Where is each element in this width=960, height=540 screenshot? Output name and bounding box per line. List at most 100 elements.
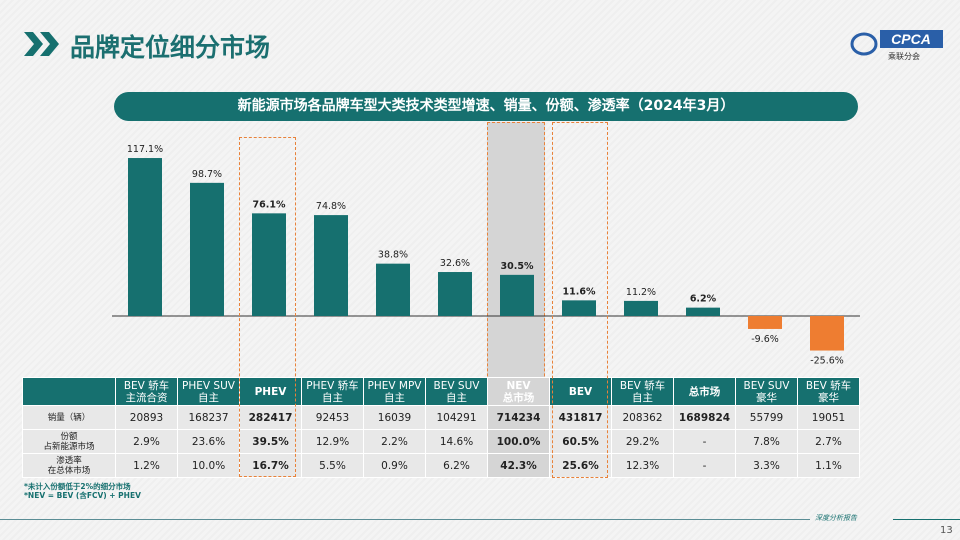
- table-cell: 16039: [363, 405, 426, 430]
- label-line: 占新能源市场: [43, 441, 95, 452]
- table-cell: 1689824: [673, 405, 736, 430]
- data-label: 11.2%: [626, 287, 656, 298]
- table-cell: 5.5%: [301, 453, 364, 478]
- table-cell: 39.5%: [239, 429, 302, 454]
- header-line: BEV 轿车: [805, 379, 852, 392]
- bar: [748, 316, 782, 329]
- header-line: 自主: [446, 391, 467, 404]
- bar: [252, 213, 286, 316]
- table-cell: 19051: [797, 405, 860, 430]
- table-cell: 14.6%: [425, 429, 488, 454]
- footer-text: 深度分析报告: [815, 514, 857, 522]
- table-cell: 7.8%: [735, 429, 798, 454]
- table-cell: 29.2%: [611, 429, 674, 454]
- data-label: 98.7%: [192, 169, 222, 180]
- column-header: PHEV 轿车 自主: [301, 377, 364, 406]
- table-cell: 104291: [425, 405, 488, 430]
- svg-text:CPCA: CPCA: [891, 31, 931, 47]
- column-header: 总市场: [673, 377, 736, 406]
- bar: [314, 215, 348, 316]
- column-header: BEV: [549, 377, 612, 406]
- table-cell: 42.3%: [487, 453, 550, 478]
- column-header: BEV SUV 豪华: [735, 377, 798, 406]
- label-line: 销量（辆）: [47, 412, 91, 423]
- table-cell: 168237: [177, 405, 240, 430]
- table-cell: 1.1%: [797, 453, 860, 478]
- header-line: PHEV 轿车: [306, 379, 359, 392]
- bar: [810, 316, 844, 351]
- corner-cell: [22, 377, 116, 406]
- row-label: 份额 占新能源市场: [22, 429, 116, 454]
- bar: [438, 272, 472, 316]
- table-cell: 2.2%: [363, 429, 426, 454]
- data-table: BEV 轿车 主流合资 PHEV SUV 自主 PHEV PHEV 轿车 自主 PHEV MP…: [22, 377, 860, 478]
- cpca-logo: CPCA 乘联分会: [850, 28, 945, 62]
- row-label: 渗透率 在总体市场: [22, 453, 116, 478]
- table-cell: 55799: [735, 405, 798, 430]
- page-number: 13: [940, 525, 953, 536]
- data-label: 6.2%: [690, 294, 717, 305]
- column-header: NEV 总市场: [487, 377, 550, 406]
- column-header: PHEV: [239, 377, 302, 406]
- header-line: 自主: [322, 391, 343, 404]
- table-cell: 92453: [301, 405, 364, 430]
- table-cell: 100.0%: [487, 429, 550, 454]
- column-header: BEV 轿车 豪华: [797, 377, 860, 406]
- footnotes: *未计入份额低于2%的细分市场 *NEV = BEV (含FCV) + PHEV: [24, 482, 141, 500]
- bar: [190, 182, 224, 316]
- table-cell: 1.2%: [115, 453, 178, 478]
- phev-highlight-box: [239, 137, 296, 477]
- table-cell: 25.6%: [549, 453, 612, 478]
- table-cell: 3.3%: [735, 453, 798, 478]
- table-cell: 2.9%: [115, 429, 178, 454]
- table-cell: 2.7%: [797, 429, 860, 454]
- footer-divider: [0, 519, 810, 520]
- header-line: NEV: [506, 379, 531, 392]
- table-cell: 431817: [549, 405, 612, 430]
- header-line: 自主: [632, 391, 653, 404]
- table-cell: -: [673, 453, 736, 478]
- table-cell: 208362: [611, 405, 674, 430]
- data-label: 11.6%: [563, 286, 596, 297]
- table-row: 销量（辆） 20893 168237 282417 92453 16039 104291 71…: [22, 405, 860, 430]
- bev-highlight-box: [552, 122, 608, 478]
- table-cell: 20893: [115, 405, 178, 430]
- footer-divider: [893, 519, 960, 520]
- column-header: PHEV MPV 自主: [363, 377, 426, 406]
- header-line: BEV: [568, 385, 593, 398]
- table-cell: 10.0%: [177, 453, 240, 478]
- header-line: BEV SUV: [743, 379, 790, 392]
- chart-title-banner: 新能源市场各品牌车型大类技术类型增速、销量、份额、渗透率（2024年3月）: [114, 92, 858, 121]
- bar: [624, 300, 658, 316]
- column-header: BEV SUV 自主: [425, 377, 488, 406]
- data-label: 38.8%: [378, 250, 408, 261]
- bar: [376, 263, 410, 316]
- chevron-icon: [24, 32, 59, 56]
- bar: [562, 300, 596, 316]
- label-line: 份额: [60, 431, 78, 442]
- table-cell: 714234: [487, 405, 550, 430]
- header-line: PHEV: [254, 385, 287, 398]
- table-row: 渗透率 在总体市场 1.2% 10.0% 16.7% 5.5% 0.9% 6.2% 42.3% 2…: [22, 453, 860, 478]
- bar: [128, 158, 162, 316]
- table-cell: 12.3%: [611, 453, 674, 478]
- label-line: 在总体市场: [47, 465, 91, 476]
- header-line: 总市场: [502, 391, 535, 404]
- table-cell: -: [673, 429, 736, 454]
- label-line: 渗透率: [56, 455, 82, 466]
- header-line: 豪华: [756, 391, 777, 404]
- header-line: 主流合资: [125, 391, 168, 404]
- data-label: 74.8%: [316, 201, 346, 212]
- table-cell: 282417: [239, 405, 302, 430]
- data-label: 32.6%: [440, 258, 470, 269]
- data-label: 76.1%: [253, 199, 286, 210]
- table-cell: 23.6%: [177, 429, 240, 454]
- column-header: PHEV SUV 自主: [177, 377, 240, 406]
- column-header: BEV 轿车 主流合资: [115, 377, 178, 406]
- table-cell: 16.7%: [239, 453, 302, 478]
- table-cell: 0.9%: [363, 453, 426, 478]
- table-cell: 60.5%: [549, 429, 612, 454]
- table-row: 份额 占新能源市场 2.9% 23.6% 39.5% 12.9% 2.2% 14.6% 100.…: [22, 429, 860, 454]
- data-label: -25.6%: [810, 356, 844, 367]
- bar: [500, 274, 534, 316]
